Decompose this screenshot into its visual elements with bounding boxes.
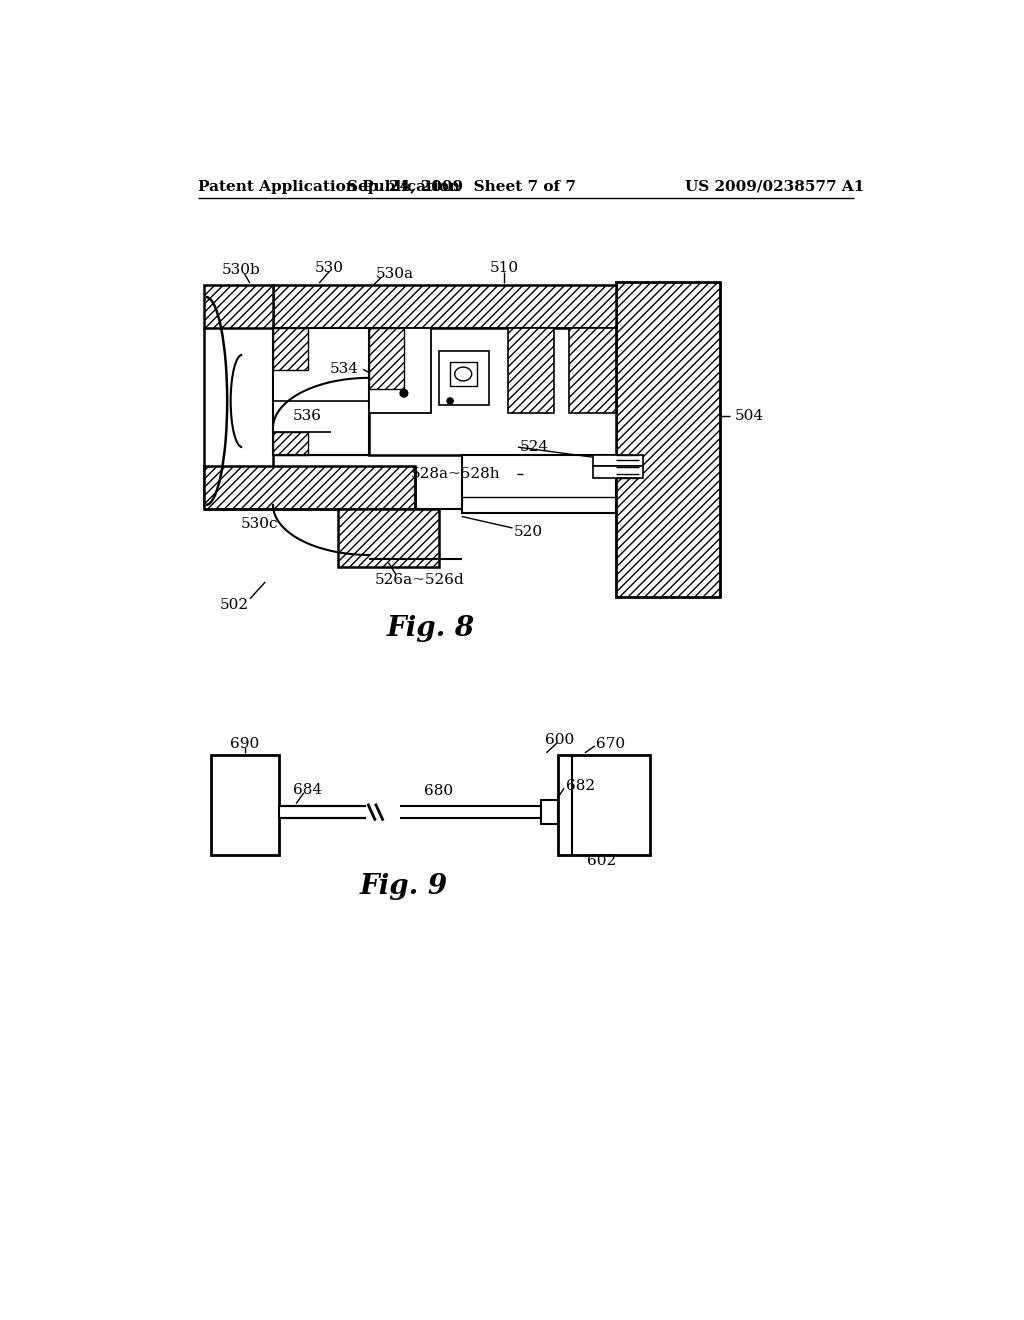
Text: 534: 534 [330, 363, 358, 376]
Text: 670: 670 [596, 737, 626, 751]
Circle shape [447, 397, 454, 404]
Bar [593, 466, 643, 478]
Text: 684: 684 [293, 783, 323, 797]
Bar [451, 363, 477, 385]
Circle shape [400, 389, 408, 397]
Bar [273, 285, 615, 327]
Bar [204, 285, 273, 327]
Text: 502: 502 [220, 598, 249, 612]
Text: 682: 682 [565, 779, 595, 793]
Text: 530: 530 [314, 261, 344, 275]
Text: 530a: 530a [376, 267, 414, 281]
Bar [558, 755, 650, 855]
Text: 536: 536 [293, 409, 323, 424]
Ellipse shape [455, 367, 472, 381]
Bar [273, 327, 370, 455]
Text: 520: 520 [514, 525, 543, 539]
Text: Fig. 9: Fig. 9 [359, 873, 447, 899]
Bar [508, 327, 554, 412]
Bar [438, 351, 488, 405]
Bar [280, 807, 368, 818]
Text: 530c: 530c [242, 517, 279, 531]
Text: 600: 600 [545, 733, 574, 747]
Bar [615, 281, 720, 598]
Text: 526a~526d: 526a~526d [375, 573, 464, 586]
Bar [370, 327, 403, 389]
Bar [593, 455, 643, 466]
Bar [339, 508, 438, 566]
Text: 680: 680 [424, 784, 454, 799]
Text: 602: 602 [587, 854, 616, 867]
Text: 528a~528h: 528a~528h [411, 467, 500, 480]
Bar [569, 327, 615, 412]
Bar [367, 804, 400, 821]
Text: US 2009/0238577 A1: US 2009/0238577 A1 [685, 180, 864, 194]
Bar [273, 432, 307, 455]
Text: Sep. 24, 2009  Sheet 7 of 7: Sep. 24, 2009 Sheet 7 of 7 [347, 180, 577, 194]
Bar [541, 800, 558, 825]
Bar [204, 466, 416, 508]
Text: Patent Application Publication: Patent Application Publication [199, 180, 461, 194]
Bar [211, 755, 280, 855]
Text: 524: 524 [519, 440, 549, 454]
Bar [383, 807, 549, 818]
Text: 510: 510 [489, 261, 518, 275]
Bar [370, 327, 431, 412]
Text: 690: 690 [230, 737, 259, 751]
Text: 504: 504 [735, 409, 764, 424]
Bar [370, 327, 615, 455]
Text: Fig. 8: Fig. 8 [387, 615, 475, 642]
Bar [273, 327, 307, 370]
Text: 530b: 530b [221, 263, 260, 277]
Bar [462, 455, 615, 512]
